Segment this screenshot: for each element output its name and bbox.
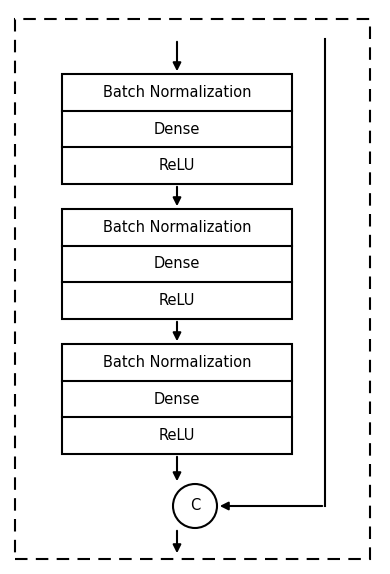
Text: Batch Normalization: Batch Normalization [103,220,251,235]
Ellipse shape [173,484,217,528]
Bar [62,344,292,454]
Text: Batch Normalization: Batch Normalization [103,355,251,370]
Text: ReLU: ReLU [159,428,195,443]
Text: Dense: Dense [154,391,200,406]
Bar [62,209,292,319]
Text: Dense: Dense [154,257,200,272]
Bar [62,74,292,184]
Text: ReLU: ReLU [159,293,195,308]
Text: C: C [190,498,200,514]
Text: ReLU: ReLU [159,158,195,173]
Text: Dense: Dense [154,122,200,137]
Text: Batch Normalization: Batch Normalization [103,85,251,100]
